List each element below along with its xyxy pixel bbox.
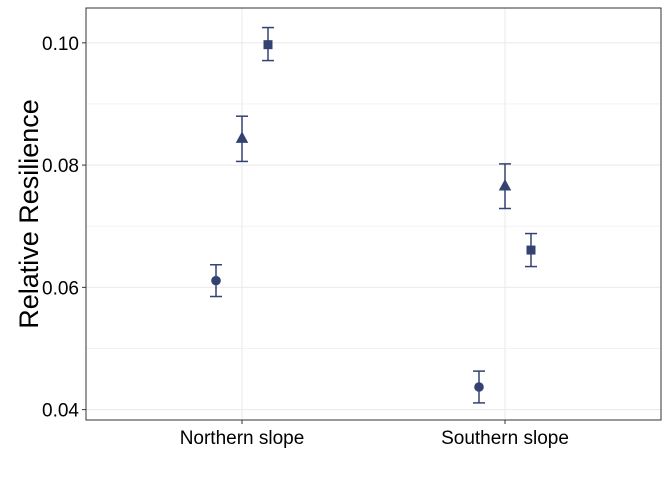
data-point-square <box>526 245 536 255</box>
grid-layer <box>86 8 661 420</box>
panel-border <box>85 7 662 421</box>
point-layer <box>211 40 536 392</box>
data-point-triangle <box>498 179 512 191</box>
data-point-circle <box>211 275 221 286</box>
data-point-circle <box>474 382 484 392</box>
x-tick-label: Southern slope <box>441 428 569 449</box>
y-axis-title: Relative Resilience <box>14 99 44 329</box>
y-tick-label: 0.08 <box>42 156 79 177</box>
y-tick-label: 0.10 <box>42 34 79 55</box>
data-point-square <box>263 40 273 50</box>
error-bar-layer <box>210 26 537 404</box>
y-tick-label: 0.06 <box>42 278 79 299</box>
y-tick-label: 0.04 <box>42 401 79 422</box>
x-tick-label: Northern slope <box>180 428 305 449</box>
data-point-triangle <box>235 131 249 143</box>
axis-layer: 0.04 0.06 0.08 0.10 Northern slope Southern s… <box>42 34 569 449</box>
